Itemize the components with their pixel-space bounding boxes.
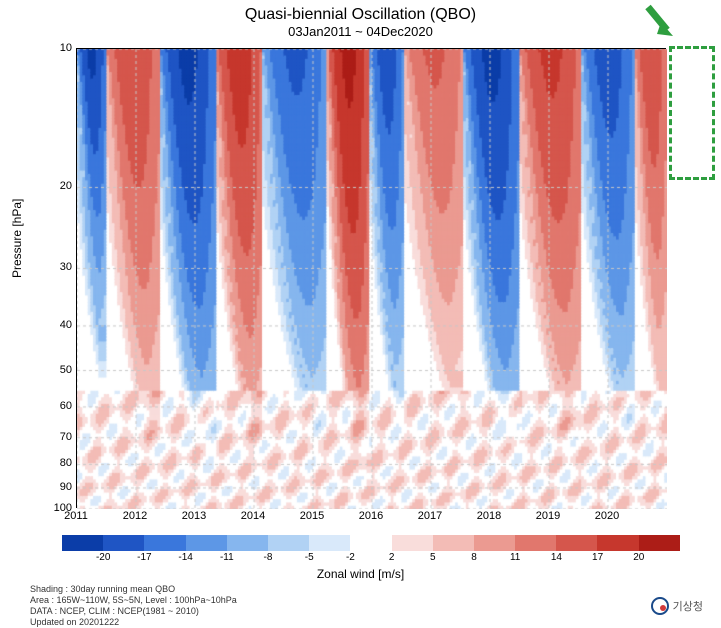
plot-area	[76, 48, 666, 508]
x-tick-label: 2016	[359, 510, 383, 522]
x-tick-label: 2013	[182, 510, 206, 522]
colorbar-tick-label: -8	[264, 552, 273, 563]
footer-line-3: DATA : NCEP, CLIM : NCEP(1981 ~ 2010)	[30, 606, 199, 617]
colorbar-segment	[103, 535, 144, 551]
colorbar-segment	[144, 535, 185, 551]
colorbar-tick-label: 14	[551, 552, 562, 563]
colorbar-segment	[597, 535, 638, 551]
colorbar	[62, 535, 680, 551]
y-axis-label: Pressure [hPa]	[10, 199, 24, 278]
agency-logo: 기상청	[651, 597, 703, 615]
colorbar-segment	[556, 535, 597, 551]
heatmap-canvas	[77, 49, 667, 509]
y-tick-label: 90	[42, 481, 72, 493]
y-tick-label: 10	[42, 42, 72, 54]
colorbar-segment	[392, 535, 433, 551]
y-tick-label: 60	[42, 400, 72, 412]
title-block: Quasi-biennial Oscillation (QBO) 03Jan20…	[0, 0, 721, 39]
x-tick-label: 2018	[477, 510, 501, 522]
colorbar-tick-label: 8	[471, 552, 477, 563]
colorbar-segment	[227, 535, 268, 551]
colorbar-segment	[515, 535, 556, 551]
y-tick-label: 80	[42, 457, 72, 469]
logo-text: 기상청	[673, 598, 703, 614]
colorbar-tick-label: 11	[510, 552, 520, 563]
y-tick-label: 50	[42, 364, 72, 376]
x-tick-label: 2011	[64, 510, 88, 522]
footer-line-2: Area : 165W~110W, 5S~5N, Level : 100hPa~…	[30, 595, 237, 606]
colorbar-tick-label: -11	[220, 552, 234, 563]
main-title: Quasi-biennial Oscillation (QBO)	[0, 6, 721, 24]
x-tick-label: 2019	[536, 510, 560, 522]
y-tick-label: 30	[42, 261, 72, 273]
x-tick-label: 2015	[300, 510, 324, 522]
y-tick-label: 70	[42, 431, 72, 443]
colorbar-tick-label: 20	[633, 552, 644, 563]
x-tick-label: 2014	[241, 510, 265, 522]
colorbar-segment	[309, 535, 350, 551]
colorbar-segment	[474, 535, 515, 551]
colorbar-axis-label: Zonal wind [m/s]	[317, 567, 404, 581]
annotation-box	[669, 46, 715, 180]
footer-line-1: Shading : 30day running mean QBO	[30, 584, 175, 595]
logo-icon	[651, 597, 669, 615]
colorbar-tick-label: 17	[592, 552, 603, 563]
colorbar-tick-label: -20	[96, 552, 110, 563]
colorbar-tick-label: 2	[389, 552, 395, 563]
subtitle: 03Jan2011 ~ 04Dec2020	[0, 24, 721, 39]
colorbar-tick-label: -14	[178, 552, 192, 563]
colorbar-segment	[268, 535, 309, 551]
y-tick-label: 20	[42, 180, 72, 192]
x-tick-label: 2020	[595, 510, 619, 522]
colorbar-labels: -20 -17 -14 -11 -8 -5 -2 2 5 8 11 14 17 20	[62, 552, 680, 566]
colorbar-segment	[186, 535, 227, 551]
footer-line-4: Updated on 20201222	[30, 617, 119, 628]
colorbar-tick-label: -2	[346, 552, 355, 563]
colorbar-tick-label: -5	[305, 552, 314, 563]
y-tick-label: 40	[42, 319, 72, 331]
x-tick-label: 2012	[123, 510, 147, 522]
colorbar-segment	[350, 535, 391, 551]
colorbar-segment	[433, 535, 474, 551]
colorbar-segment	[62, 535, 103, 551]
colorbar-segment	[639, 535, 680, 551]
x-tick-label: 2017	[418, 510, 442, 522]
colorbar-tick-label: -17	[137, 552, 151, 563]
colorbar-tick-label: 5	[430, 552, 436, 563]
